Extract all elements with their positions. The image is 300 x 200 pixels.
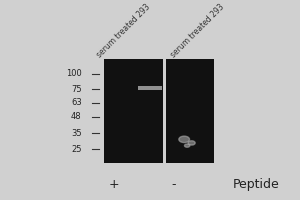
Text: serum treated 293: serum treated 293 [95, 3, 152, 60]
Circle shape [188, 141, 195, 145]
FancyBboxPatch shape [104, 59, 164, 163]
Text: 63: 63 [71, 98, 82, 107]
Text: 75: 75 [71, 85, 82, 94]
Circle shape [179, 136, 190, 143]
Text: 25: 25 [71, 145, 82, 154]
Circle shape [184, 144, 190, 147]
Text: 100: 100 [66, 69, 82, 78]
FancyBboxPatch shape [166, 59, 214, 163]
Text: -: - [172, 178, 176, 191]
Text: +: + [109, 178, 120, 191]
Text: serum treated 293: serum treated 293 [169, 3, 226, 60]
Text: 35: 35 [71, 129, 82, 138]
FancyBboxPatch shape [138, 86, 162, 90]
Text: Peptide: Peptide [233, 178, 280, 191]
Text: 48: 48 [71, 112, 82, 121]
